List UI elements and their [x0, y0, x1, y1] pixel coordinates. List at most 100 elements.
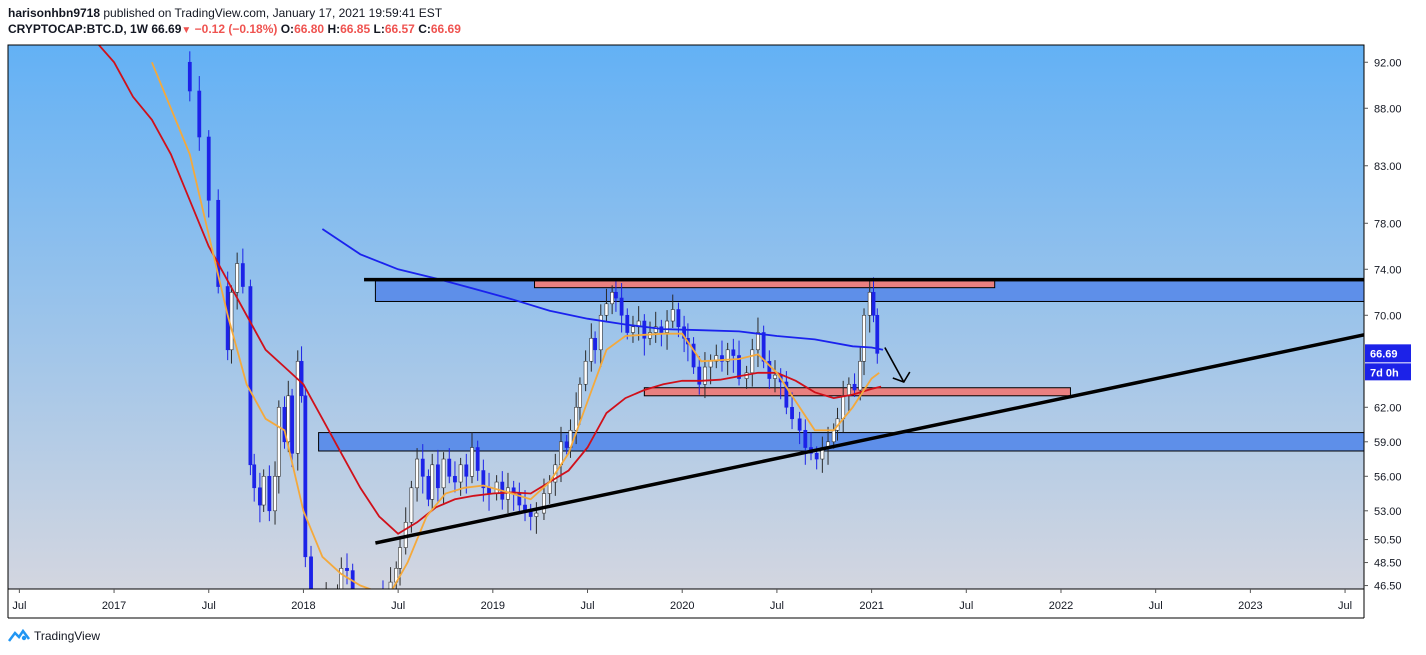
low-label: L: [373, 22, 385, 36]
price-tick-label: 70.00 [1374, 310, 1402, 322]
candle-body [703, 366, 707, 385]
candle-body [814, 452, 819, 460]
last-price-label: 66.69 [1370, 348, 1398, 360]
candle-body [670, 309, 675, 322]
time-tick-label: Jul [391, 600, 405, 612]
candle-body [593, 337, 597, 351]
candle-body [187, 61, 192, 92]
candle-body [803, 429, 808, 448]
price-tick-label: 48.50 [1374, 558, 1402, 570]
candle-body [589, 337, 594, 362]
candle-body [415, 458, 419, 489]
candle-body [248, 286, 253, 466]
price-change: −0.12 (−0.18%) [194, 22, 278, 36]
close-value: 66.69 [430, 22, 461, 36]
candle-body [276, 406, 281, 477]
candle-body [458, 464, 463, 483]
candle-body [267, 475, 272, 512]
price-axis-background [1364, 45, 1422, 619]
annotation-arrow-shaft [884, 347, 905, 383]
candle-body [240, 263, 245, 287]
candle-body [642, 320, 647, 339]
time-tick-label: 2022 [1049, 600, 1073, 612]
candle-body [559, 441, 563, 466]
time-tick-label: Jul [770, 600, 784, 612]
candle-body [737, 355, 741, 379]
price-chart[interactable]: 92.00 88.00 83.00 78.00 74.00 70.00 62.00 59.00… [0, 44, 1426, 619]
last-price-tag [1365, 344, 1411, 363]
candle-body [631, 326, 635, 333]
time-tick-label: Jul [202, 600, 216, 612]
moving-average-red [98, 45, 882, 535]
tradingview-logo-icon [8, 629, 30, 642]
candle-body [665, 320, 669, 333]
candle-body [303, 395, 308, 558]
candle-body [235, 263, 240, 293]
candle-body [295, 360, 300, 454]
zone-red-1 [533, 280, 996, 289]
candle-body [420, 458, 425, 477]
moving-average-blue [321, 228, 884, 351]
candle-body [574, 406, 579, 431]
candle-body [773, 374, 777, 379]
trendline-1 [375, 333, 1364, 545]
candle-body [682, 326, 687, 339]
time-tick-label: Jul [1338, 600, 1352, 612]
candle-body [345, 567, 349, 571]
candle-body [750, 349, 755, 374]
time-tick-label: 2021 [859, 600, 883, 612]
candle-body [790, 406, 794, 420]
candle-body [381, 591, 384, 598]
candle-body [697, 366, 702, 385]
candle-body [676, 309, 681, 328]
candle-body [875, 314, 880, 354]
candle-body [542, 493, 546, 514]
price-tick-label: 59.00 [1374, 437, 1402, 449]
price-tick-label: 83.00 [1374, 161, 1402, 173]
candle-body [252, 464, 257, 489]
candle-body [325, 597, 328, 612]
candle-body [619, 297, 624, 316]
plot-background [8, 45, 1364, 589]
candle-body [430, 464, 435, 500]
candle-body [309, 556, 313, 589]
high-label: H: [327, 22, 341, 36]
candle-body [216, 199, 221, 287]
candle-body [257, 487, 262, 506]
candle-body [564, 441, 569, 448]
candle-body [464, 464, 469, 477]
candle-body [731, 349, 736, 356]
candle-body [426, 475, 431, 500]
moving-average-orange [151, 61, 880, 589]
candle-body [273, 475, 277, 512]
candle-body [436, 464, 440, 489]
price-tick-label: 74.00 [1374, 264, 1402, 276]
open-label: O: [280, 22, 295, 36]
price-tick-label: 62.00 [1374, 402, 1402, 414]
candle-body [336, 591, 339, 597]
candle-body [761, 332, 766, 362]
publisher-name[interactable]: harisonhbn9718 [8, 6, 101, 20]
candle-body [871, 291, 876, 316]
candle-body [578, 383, 582, 408]
candle-body [614, 291, 618, 299]
candle-body [858, 360, 863, 391]
time-tick-label: Jul [580, 600, 594, 612]
candle-body [299, 360, 304, 397]
footer-brand[interactable]: TradingView [34, 629, 101, 643]
candle-body [487, 487, 491, 494]
candle-body [797, 418, 802, 431]
candle-body [409, 487, 414, 523]
candle-body [494, 481, 499, 494]
candle-body [261, 475, 266, 506]
candle-body [475, 447, 480, 471]
symbol-label[interactable]: CRYPTOCAP:BTC.D, 1W [8, 22, 149, 36]
countdown-label: 7d 0h [1370, 367, 1399, 379]
down-triangle-icon: ▼ [181, 25, 192, 36]
high-value: 66.85 [340, 22, 371, 36]
candle-body [756, 332, 760, 351]
candle-body [767, 360, 772, 379]
zone-red-2 [643, 387, 1071, 397]
countdown-tag [1365, 363, 1411, 381]
candle-body [691, 343, 696, 368]
